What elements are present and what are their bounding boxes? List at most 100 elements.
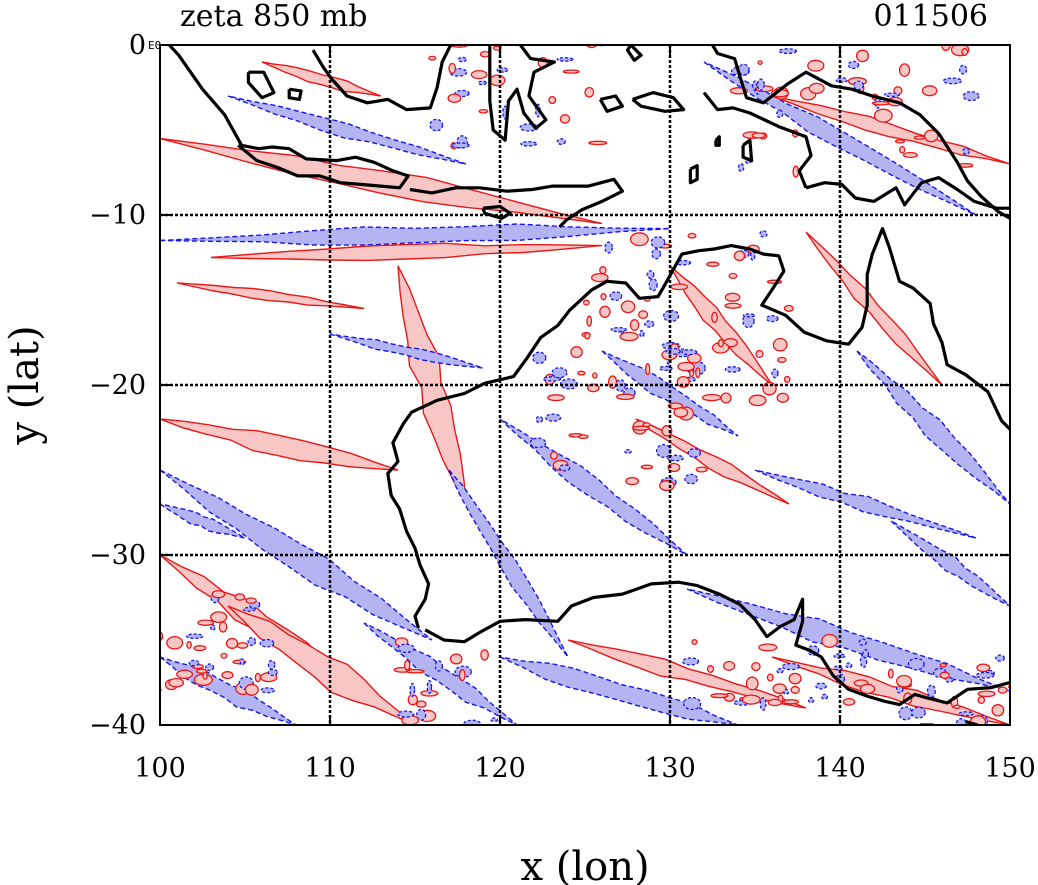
positive-vortex-cell <box>673 407 689 418</box>
coastline-lesser-sunda <box>409 177 624 229</box>
negative-vortex-cell <box>267 668 278 677</box>
positive-vortex-cell <box>772 337 788 352</box>
positive-vortex-cell <box>710 693 729 699</box>
positive-vortex-cell <box>447 93 462 103</box>
negative-vortex-cell <box>450 142 470 149</box>
positive-vortex-cell <box>896 674 913 688</box>
positive-vortex-cell <box>449 653 463 665</box>
vorticity-band-negative <box>754 469 977 539</box>
positive-vortex-cell <box>211 590 226 599</box>
negative-vortex-cell <box>551 367 568 379</box>
coastline-new-guinea-south <box>805 176 1010 210</box>
positive-vortex-cell <box>902 151 918 159</box>
positive-vortex-cell <box>406 668 425 674</box>
positive-vortex-cell <box>913 135 926 140</box>
positive-vortex-cell <box>482 737 486 740</box>
negative-vortex-cell <box>639 329 645 338</box>
negative-vortex-cell <box>409 682 416 697</box>
positive-vortex-cell <box>642 422 651 428</box>
positive-vortex-cell <box>871 100 891 106</box>
negative-vortex-cell <box>724 366 741 373</box>
positive-vortex-cell <box>757 60 763 65</box>
positive-vortex-cell <box>631 425 650 431</box>
negative-vortex-cell <box>883 92 900 98</box>
positive-vortex-cell <box>585 45 598 49</box>
negative-vortex-cell <box>397 643 415 654</box>
positive-vortex-cell <box>244 683 259 696</box>
negative-vortex-cell <box>926 684 936 698</box>
positive-vortex-cell <box>751 661 761 672</box>
vorticity-band-negative <box>160 656 297 725</box>
positive-vortex-cell <box>894 139 906 144</box>
positive-vortex-cell <box>443 726 455 736</box>
positive-vortex-cell <box>584 332 591 340</box>
x-tick-label: 100 <box>134 753 186 784</box>
positive-vortex-cell <box>991 704 1005 717</box>
coastline-sulawesi <box>488 45 556 142</box>
positive-vortex-cell <box>136 604 152 616</box>
positive-vortex-cell <box>842 697 856 706</box>
negative-vortex-cell <box>529 437 547 449</box>
coastline-borneo-south <box>311 45 453 112</box>
positive-vortex-cell <box>645 363 651 376</box>
coastlines <box>167 45 1010 725</box>
negative-vortex-cell <box>142 653 151 658</box>
negative-vortex-cell <box>756 78 765 91</box>
y-axis-label: y (lat) <box>2 325 48 445</box>
negative-vortex-cell <box>397 710 415 718</box>
positive-vortex-cell <box>458 668 466 682</box>
negative-vortex-cell <box>958 64 968 75</box>
positive-vortex-cell <box>501 45 504 46</box>
positive-vortex-cell <box>887 668 894 679</box>
negative-vortex-cell <box>778 48 798 55</box>
negative-vortex-cell <box>847 60 860 70</box>
positive-vortex-cell <box>808 82 825 95</box>
y-tick-label: −10 <box>89 200 146 231</box>
positive-vortex-cell <box>977 690 996 698</box>
positive-vortex-cell <box>776 356 787 363</box>
positive-vortex-cell <box>706 261 720 267</box>
negative-vortex-cell <box>821 693 829 700</box>
negative-vortex-cell <box>532 351 547 365</box>
positive-vortex-cell <box>220 652 228 659</box>
positive-vortex-cell <box>1007 684 1010 689</box>
x-tick-label: 120 <box>474 753 526 784</box>
positive-vortex-cell <box>921 85 938 97</box>
positive-vortex-cell <box>547 394 565 402</box>
negative-vortex-cell <box>651 248 662 260</box>
negative-vortex-cell <box>644 320 655 328</box>
vorticity-band-positive <box>635 418 790 505</box>
negative-vortex-cell <box>815 682 827 690</box>
positive-vortex-cell <box>176 669 194 680</box>
coastline-halmahera <box>625 45 643 62</box>
negative-vortex-cell <box>429 118 444 132</box>
positive-vortex-cell <box>629 232 649 247</box>
negative-vortex-cell <box>210 624 216 631</box>
positive-vortex-cell <box>478 108 489 114</box>
positive-vortex-cell <box>783 375 791 383</box>
positive-vortex-cell <box>977 696 986 705</box>
negative-vortex-cell <box>559 378 578 390</box>
negative-vortex-cell <box>267 659 276 670</box>
positive-vortex-cell <box>923 129 939 143</box>
y-tick-label: −20 <box>89 370 146 401</box>
vorticity-band-positive <box>160 418 399 471</box>
positive-vortex-cell <box>758 643 778 652</box>
plot-title: zeta 850 mb <box>180 0 368 34</box>
positive-vortex-cell <box>751 132 766 139</box>
negative-vortex-cell <box>853 80 865 91</box>
axis-ticks <box>159 44 1011 726</box>
positive-vortex-cell <box>221 671 234 680</box>
vorticity-band-negative <box>686 588 1010 692</box>
coastline-tanimbar <box>688 164 699 185</box>
negative-vortex-cell <box>1018 660 1023 668</box>
positive-vortex-cell <box>416 700 427 708</box>
positive-vortex-cell <box>701 393 722 402</box>
vorticity-band-negative <box>227 95 467 165</box>
positive-vortex-cell <box>728 272 738 280</box>
positive-vortex-cell <box>489 74 506 87</box>
positive-vortex-cell <box>479 50 491 58</box>
positive-vortex-cell <box>428 55 437 61</box>
positive-vortex-cell <box>236 642 249 649</box>
positive-vortex-cell <box>245 597 257 605</box>
